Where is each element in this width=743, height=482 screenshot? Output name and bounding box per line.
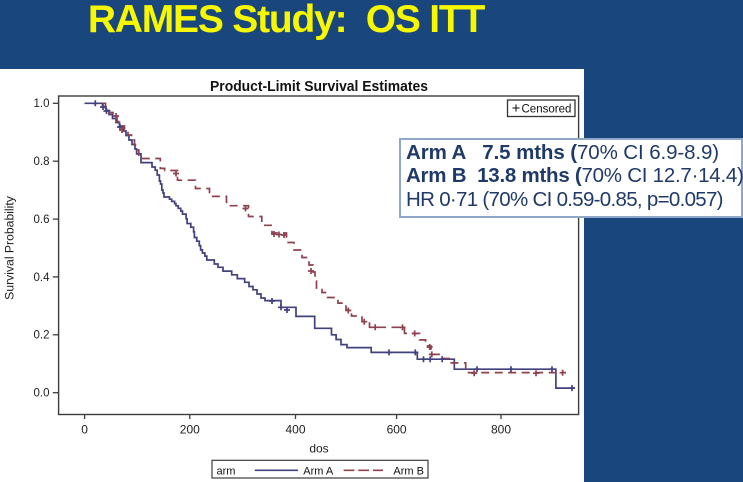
- svg-text:0.2: 0.2: [34, 330, 50, 342]
- svg-text:200: 200: [180, 423, 200, 437]
- svg-text:0.4: 0.4: [34, 272, 51, 284]
- svg-text:Censored: Censored: [522, 103, 572, 115]
- svg-text:800: 800: [491, 423, 511, 437]
- svg-text:dos: dos: [309, 441, 328, 455]
- svg-text:400: 400: [285, 423, 305, 437]
- svg-text:Arm B: Arm B: [393, 465, 424, 477]
- svg-text:arm: arm: [217, 465, 236, 477]
- svg-text:Product-Limit Survival Estimat: Product-Limit Survival Estimates: [210, 79, 428, 95]
- svg-text:0.0: 0.0: [34, 388, 50, 400]
- svg-text:600: 600: [387, 423, 407, 437]
- svg-text:1.0: 1.0: [34, 98, 50, 110]
- svg-text:0.8: 0.8: [34, 156, 50, 168]
- svg-text:Survival Probability: Survival Probability: [3, 195, 17, 300]
- svg-text:0.6: 0.6: [34, 214, 50, 226]
- svg-text:Arm A: Arm A: [303, 465, 334, 477]
- svg-text:0: 0: [81, 423, 88, 437]
